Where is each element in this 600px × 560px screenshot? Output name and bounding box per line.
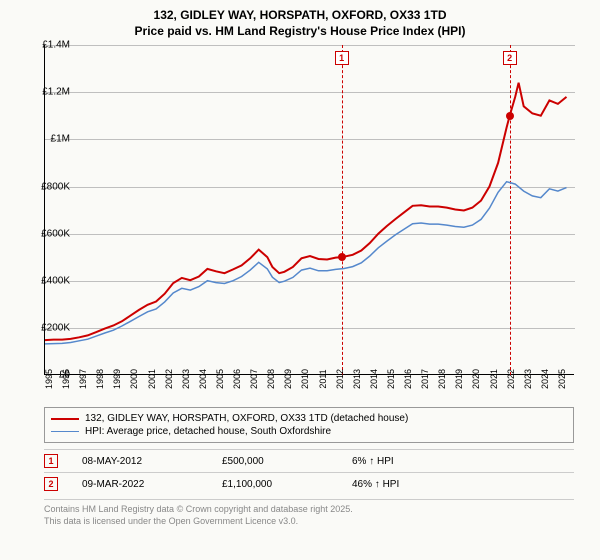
xtick-label: 1999	[112, 369, 122, 389]
sales-row-delta: 46% ↑ HPI	[352, 479, 452, 490]
sale-marker: 2	[503, 51, 517, 65]
ytick-label: £1M	[51, 134, 70, 145]
xtick-label: 2017	[420, 369, 430, 389]
sales-row-delta: 6% ↑ HPI	[352, 456, 452, 467]
ytick-label: £1.4M	[42, 40, 70, 51]
ytick-label: £400K	[41, 275, 70, 286]
attribution: Contains HM Land Registry data © Crown c…	[44, 499, 574, 527]
xtick-label: 2002	[164, 369, 174, 389]
chart-area: 12 £0£200K£400K£600K£800K£1M£1.2M£1.4M 1…	[44, 45, 600, 401]
xtick-label: 2020	[471, 369, 481, 389]
legend-swatch-hpi	[51, 431, 79, 432]
xtick-label: 2018	[437, 369, 447, 389]
sales-table: 1 08-MAY-2012£500,0006% ↑ HPI 2 09-MAR-2022…	[44, 449, 574, 495]
sales-row-price: £1,100,000	[222, 479, 352, 490]
sales-row: 1 08-MAY-2012£500,0006% ↑ HPI	[44, 449, 574, 472]
legend: 132, GIDLEY WAY, HORSPATH, OXFORD, OX33 …	[44, 407, 574, 443]
title-line1: 132, GIDLEY WAY, HORSPATH, OXFORD, OX33 …	[8, 8, 592, 24]
xtick-label: 2011	[318, 370, 328, 389]
xtick-label: 2000	[129, 369, 139, 389]
xtick-label: 2015	[386, 369, 396, 389]
xtick-label: 1997	[78, 369, 88, 389]
attribution-line2: This data is licensed under the Open Gov…	[44, 516, 574, 528]
xtick-label: 2010	[300, 369, 310, 389]
ytick-label: £1.2M	[42, 87, 70, 98]
sales-row-marker: 1	[44, 454, 58, 468]
legend-swatch-property	[51, 418, 79, 420]
sale-dot	[506, 112, 514, 120]
sales-row-date: 08-MAY-2012	[82, 456, 222, 467]
xtick-label: 2007	[249, 369, 259, 389]
sales-row-price: £500,000	[222, 456, 352, 467]
xtick-label: 2022	[506, 369, 516, 389]
xtick-label: 2024	[540, 369, 550, 389]
legend-row-hpi: HPI: Average price, detached house, Sout…	[51, 425, 567, 438]
xtick-label: 2012	[335, 369, 345, 389]
xtick-label: 2019	[454, 369, 464, 389]
legend-row-property: 132, GIDLEY WAY, HORSPATH, OXFORD, OX33 …	[51, 412, 567, 425]
xtick-label: 2013	[352, 369, 362, 389]
xtick-label: 1998	[95, 369, 105, 389]
sale-marker: 1	[335, 51, 349, 65]
title-line2: Price paid vs. HM Land Registry's House …	[8, 24, 592, 40]
sales-row-marker: 2	[44, 477, 58, 491]
xtick-label: 2004	[198, 369, 208, 389]
xtick-label: 2001	[147, 369, 157, 389]
sale-dot	[338, 253, 346, 261]
xtick-label: 2016	[403, 369, 413, 389]
series-property	[45, 83, 567, 340]
attribution-line1: Contains HM Land Registry data © Crown c…	[44, 504, 574, 516]
xtick-label: 2023	[523, 369, 533, 389]
legend-label-hpi: HPI: Average price, detached house, Sout…	[85, 426, 331, 437]
ytick-label: £200K	[41, 323, 70, 334]
xtick-label: 2006	[232, 369, 242, 389]
xtick-label: 2003	[181, 369, 191, 389]
xtick-label: 2014	[369, 369, 379, 389]
plot-region: 12	[44, 45, 574, 375]
legend-label-property: 132, GIDLEY WAY, HORSPATH, OXFORD, OX33 …	[85, 413, 408, 424]
xtick-label: 2021	[489, 369, 499, 389]
xtick-label: 2009	[283, 369, 293, 389]
sales-row: 2 09-MAR-2022£1,100,00046% ↑ HPI	[44, 472, 574, 495]
xtick-label: 2005	[215, 369, 225, 389]
ytick-label: £800K	[41, 181, 70, 192]
ytick-label: £600K	[41, 228, 70, 239]
xtick-label: 1995	[44, 369, 54, 389]
sales-row-date: 09-MAR-2022	[82, 479, 222, 490]
xtick-label: 1996	[61, 369, 71, 389]
xtick-label: 2008	[266, 369, 276, 389]
xtick-label: 2025	[557, 369, 567, 389]
